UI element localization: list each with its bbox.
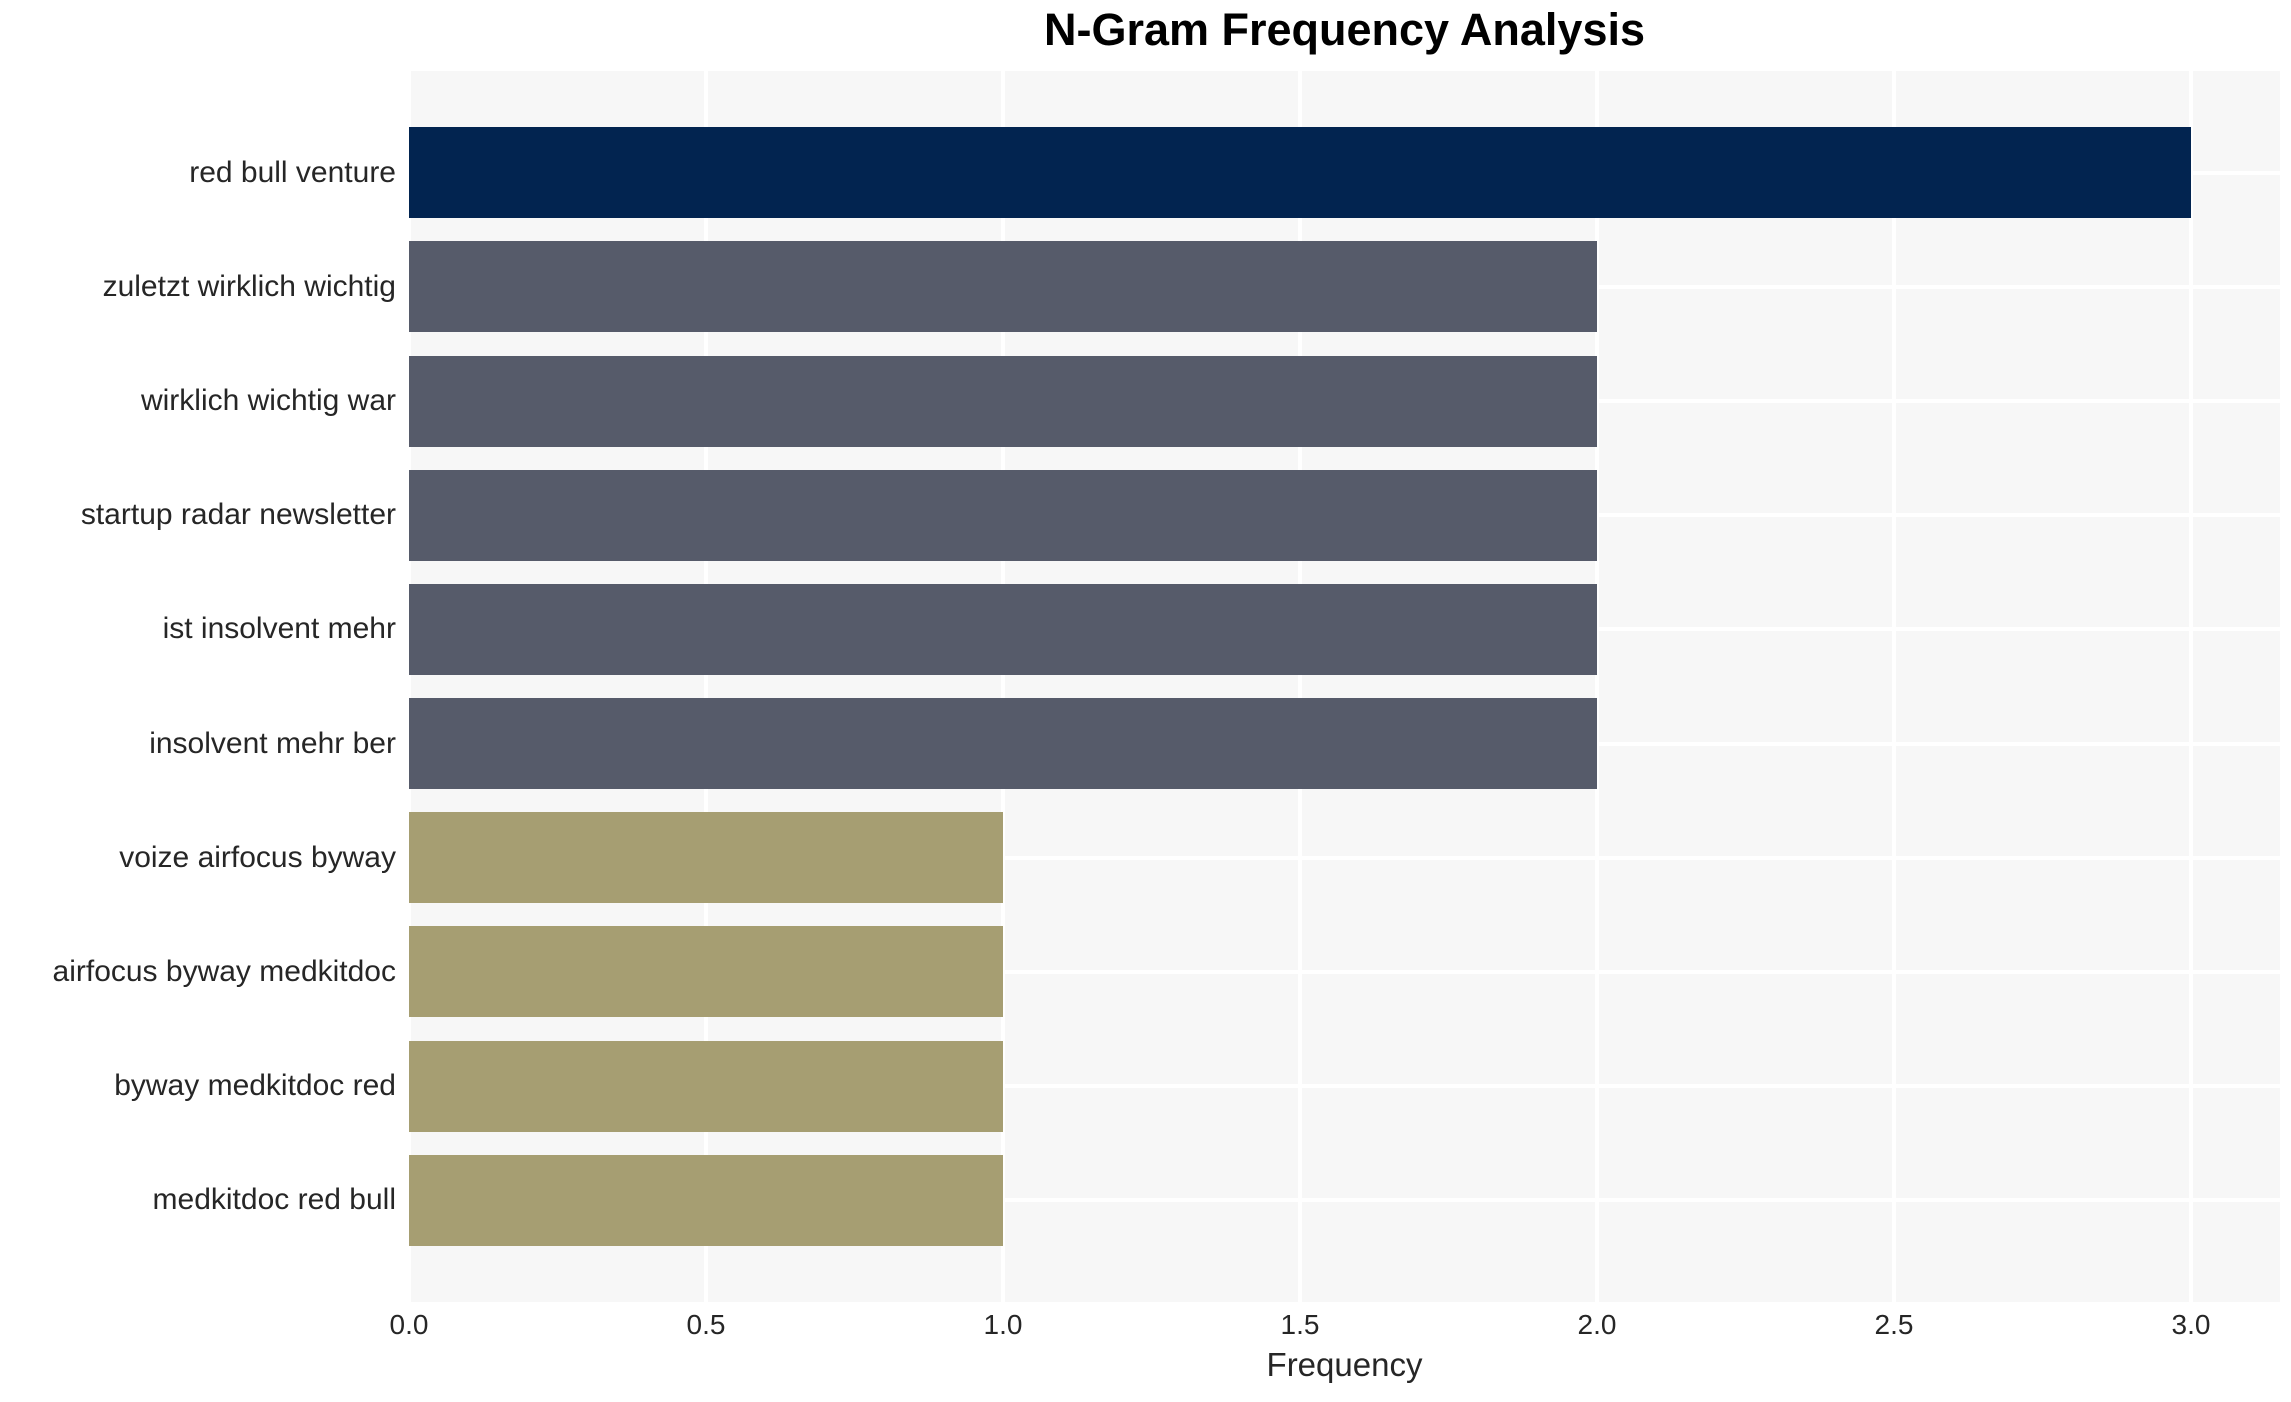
y-tick-label: medkitdoc red bull	[152, 1183, 396, 1216]
bar	[409, 470, 1597, 561]
gridline-horizontal	[409, 856, 2280, 860]
gridline-vertical	[2189, 71, 2193, 1302]
y-tick-label: airfocus byway medkitdoc	[52, 955, 396, 988]
x-tick-label: 0.0	[389, 1309, 429, 1340]
gridline-vertical	[1595, 71, 1599, 1302]
y-tick-label: red bull venture	[189, 156, 396, 189]
bar	[409, 241, 1597, 332]
y-tick-label: wirklich wichtig war	[140, 384, 396, 417]
x-axis-label: Frequency	[1266, 1346, 1423, 1383]
x-tick-label: 3.0	[2171, 1309, 2211, 1340]
chart-title: N-Gram Frequency Analysis	[1043, 4, 1646, 55]
bar	[409, 698, 1597, 789]
y-tick-label: zuletzt wirklich wichtig	[102, 270, 396, 303]
y-tick-label: insolvent mehr ber	[149, 727, 396, 760]
gridline-vertical	[1892, 71, 1896, 1302]
x-tick-label: 0.5	[686, 1309, 726, 1340]
gridline-horizontal	[409, 1084, 2280, 1088]
y-tick-label: voize airfocus byway	[119, 841, 396, 874]
y-tick-label: ist insolvent mehr	[162, 612, 396, 645]
gridline-vertical	[1298, 71, 1302, 1302]
plot-area	[407, 71, 2280, 1302]
gridline-horizontal	[409, 970, 2280, 974]
gridline-horizontal	[409, 1198, 2280, 1202]
x-tick-label: 1.0	[983, 1309, 1023, 1340]
gridline-vertical	[407, 71, 411, 1302]
x-tick-label: 2.0	[1577, 1309, 1617, 1340]
gridline-vertical	[704, 71, 708, 1302]
gridline-vertical	[1001, 71, 1005, 1302]
bar	[409, 1155, 1003, 1246]
x-tick-label: 2.5	[1874, 1309, 1914, 1340]
bar	[409, 127, 2191, 218]
bar	[409, 812, 1003, 903]
y-tick-label: startup radar newsletter	[80, 498, 396, 531]
bar	[409, 584, 1597, 675]
bar	[409, 356, 1597, 447]
bar	[409, 1041, 1003, 1132]
bar	[409, 926, 1003, 1017]
y-tick-label: byway medkitdoc red	[114, 1069, 396, 1102]
x-tick-label: 1.5	[1280, 1309, 1320, 1340]
